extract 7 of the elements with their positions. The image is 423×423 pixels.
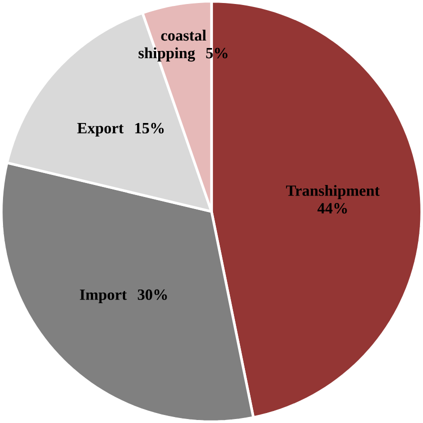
data-label: 44% xyxy=(317,203,347,214)
slice-label: Export xyxy=(77,123,124,137)
data-label: 15% xyxy=(135,122,164,134)
slice-label: Transhipment xyxy=(286,184,380,200)
data-label: 30% xyxy=(138,289,167,300)
slice-label: Import xyxy=(80,290,127,304)
slice-label: coastal shipping xyxy=(138,30,206,62)
